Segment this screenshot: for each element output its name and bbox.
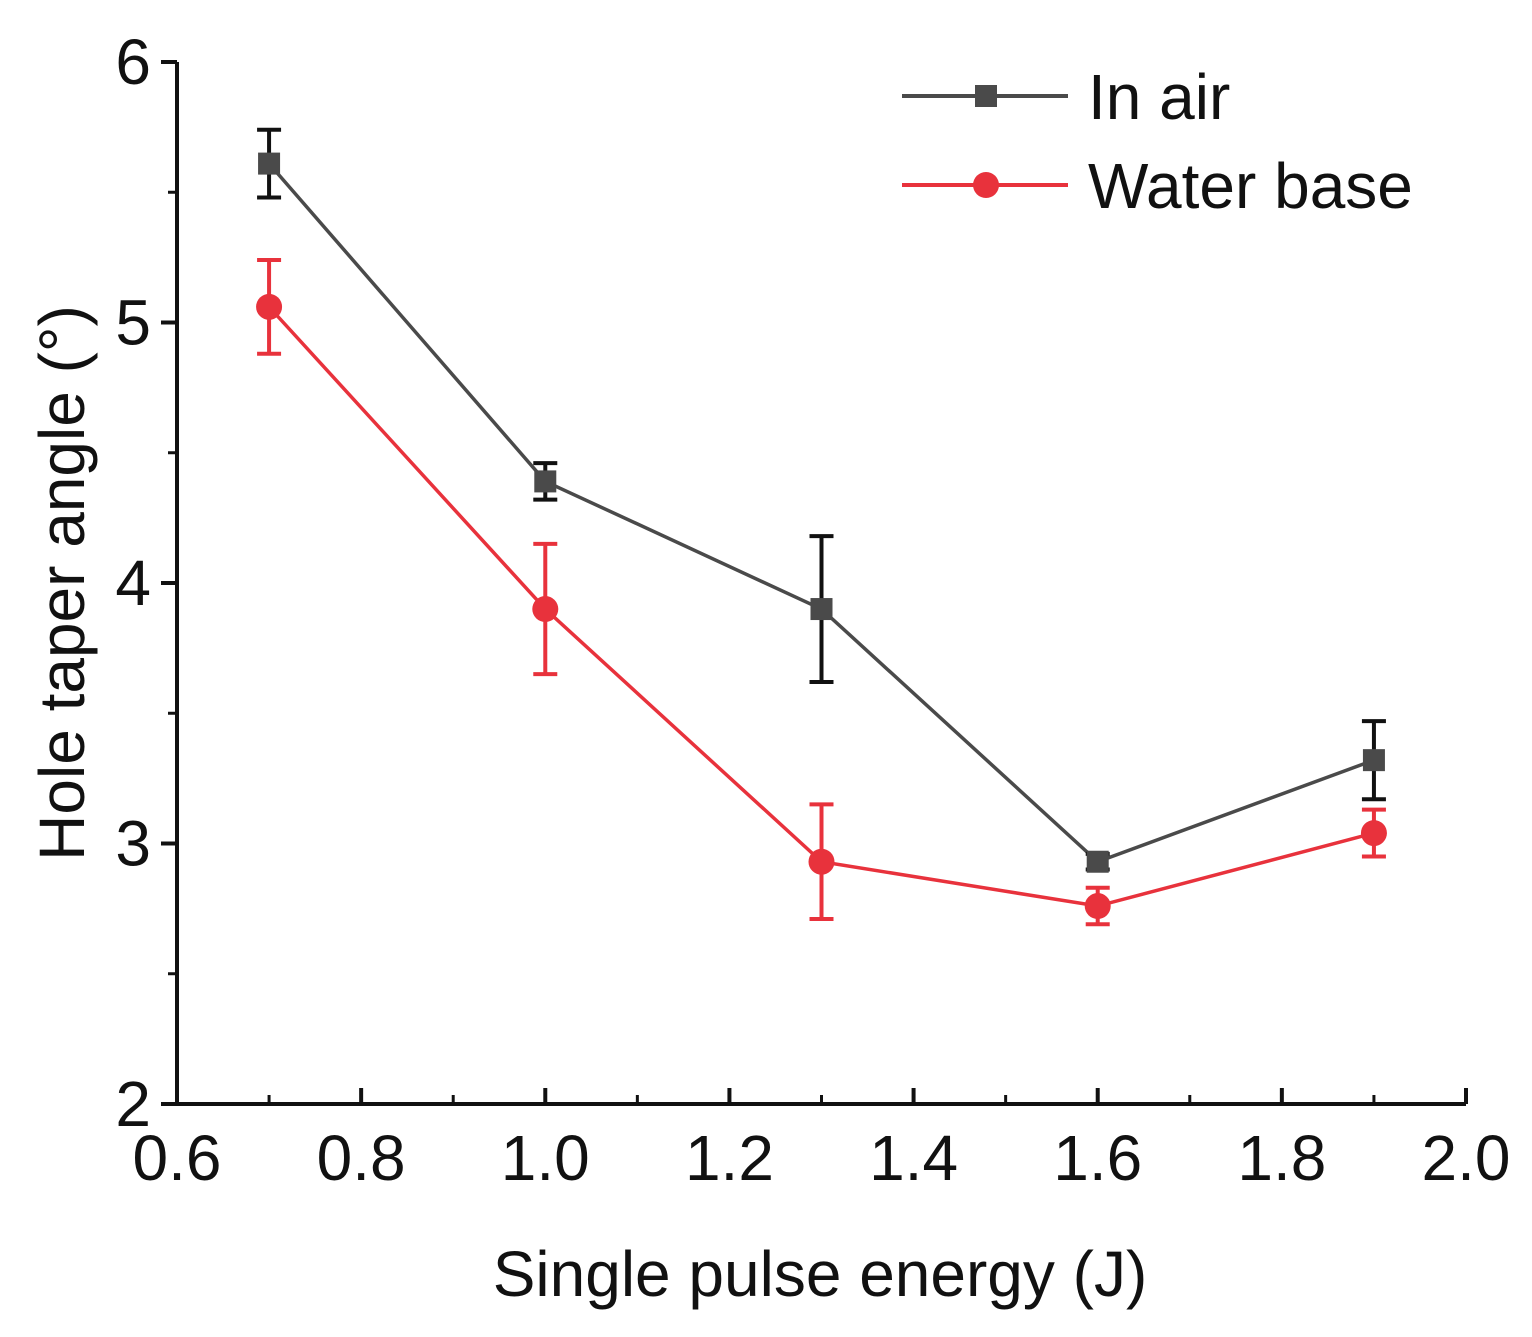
legend-label-in-air: In air [1088, 61, 1230, 133]
x-axis-title: Single pulse energy (J) [493, 1238, 1148, 1310]
x-tick-label: 1.4 [869, 1122, 958, 1194]
data-point-water-base [532, 596, 559, 623]
x-tick-label: 1.0 [501, 1122, 590, 1194]
y-tick-label: 2 [115, 1068, 151, 1140]
legend-marker-circle [973, 172, 999, 198]
y-axis-ticks: 2 3 4 5 6 [115, 26, 177, 1140]
data-point-in-air [258, 152, 281, 175]
x-axis-ticks: 0.6 0.8 1.0 1.2 1.4 1.6 1.8 2.0 [133, 1088, 1511, 1194]
data-point-water-base [1360, 820, 1387, 847]
legend-label-water-base: Water base [1088, 150, 1413, 222]
y-tick-label: 6 [115, 26, 151, 98]
legend-marker-square [975, 85, 997, 107]
x-tick-label: 0.6 [133, 1122, 222, 1194]
data-point-in-air [810, 598, 833, 621]
data-point-in-air [534, 470, 557, 493]
x-tick-label: 1.6 [1053, 1122, 1142, 1194]
y-tick-label: 5 [115, 287, 151, 359]
plot-series [256, 127, 1387, 927]
x-tick-label: 2.0 [1422, 1122, 1511, 1194]
data-point-water-base [256, 293, 283, 320]
y-tick-label: 4 [115, 547, 151, 619]
y-axis-title: Hole taper angle (°) [26, 305, 98, 861]
x-tick-label: 0.8 [317, 1122, 406, 1194]
legend: In air Water base [902, 61, 1413, 222]
x-tick-label: 1.8 [1237, 1122, 1326, 1194]
data-point-in-air [1086, 850, 1109, 873]
x-tick-label: 1.2 [685, 1122, 774, 1194]
series-line-in-air [267, 162, 1375, 864]
data-point-in-air [1362, 749, 1385, 772]
y-tick-label: 3 [115, 808, 151, 880]
data-point-water-base [808, 848, 835, 875]
data-point-water-base [1084, 893, 1111, 920]
